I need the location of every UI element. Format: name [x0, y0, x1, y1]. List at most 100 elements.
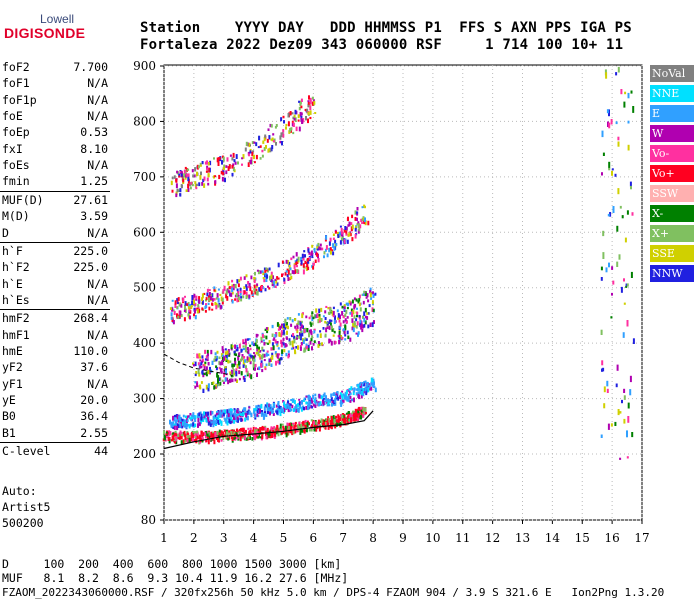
x-trace-point: [227, 415, 230, 420]
third-hop-point: [309, 116, 312, 120]
spread-f-point: [292, 346, 295, 350]
spread-f-point: [287, 325, 289, 330]
interference-point: [610, 119, 613, 125]
second-hop-point: [243, 276, 246, 280]
o-trace-point: [188, 438, 191, 443]
spread-f-point: [343, 306, 346, 309]
second-hop-point: [272, 275, 274, 279]
o-trace-point: [326, 418, 329, 422]
second-hop-point: [248, 294, 251, 299]
o-trace-point: [339, 417, 342, 420]
second-hop-point: [191, 295, 194, 300]
spread-f-point: [286, 330, 288, 335]
x-trace-point: [340, 399, 342, 402]
third-hop-point: [302, 118, 305, 123]
spread-f-point: [284, 343, 287, 348]
spread-f-point: [198, 353, 201, 357]
x-trace-point: [171, 422, 174, 428]
second-hop-point: [236, 298, 239, 303]
third-hop-point: [179, 193, 182, 197]
third-hop-point: [258, 135, 261, 141]
o-trace-point: [299, 430, 302, 435]
spread-f-point: [261, 369, 264, 373]
x-trace-point: [373, 385, 376, 389]
spread-f-point: [251, 341, 254, 345]
o-trace-point: [288, 423, 291, 426]
spread-f-point: [343, 307, 346, 311]
x-trace-point: [181, 418, 184, 423]
o-trace-point: [279, 423, 282, 427]
o-trace-point: [196, 432, 199, 436]
param-row: yF1 N/A: [2, 376, 108, 392]
spread-f-point: [329, 322, 332, 326]
spread-f-point: [351, 318, 354, 323]
o-trace-point: [342, 418, 345, 423]
third-hop-point: [223, 164, 226, 169]
second-hop-point: [326, 253, 329, 258]
second-hop-point: [295, 261, 298, 266]
spread-f-point: [313, 314, 316, 319]
interference-point: [605, 72, 608, 79]
second-hop-point: [265, 267, 268, 271]
o-trace-point: [332, 415, 335, 419]
spread-f-point: [244, 338, 247, 344]
x-trace-point: [172, 421, 175, 424]
spread-f-point: [304, 347, 307, 352]
x-trace-point: [172, 415, 175, 421]
spread-f-point: [214, 386, 217, 389]
x-trace-point: [203, 415, 206, 418]
second-hop-point: [319, 247, 322, 251]
x-trace-point: [348, 388, 351, 391]
second-hop-point: [237, 296, 240, 301]
x-trace-point: [314, 397, 317, 400]
spread-f-point: [338, 319, 341, 323]
second-hop-point: [343, 239, 346, 244]
third-hop-point: [295, 126, 298, 132]
spread-f-point: [237, 355, 240, 361]
spread-f-point: [308, 332, 310, 338]
spread-f-point: [231, 378, 234, 383]
second-hop-point: [339, 225, 342, 228]
second-hop-point: [332, 243, 335, 248]
third-hop-point: [208, 167, 211, 173]
param-value: 27.61: [73, 192, 108, 207]
o-trace-point: [315, 425, 317, 428]
third-hop-point: [225, 165, 228, 168]
param-row: B0 36.4: [2, 408, 108, 424]
o-trace-point: [268, 430, 271, 436]
o-trace-point: [289, 430, 292, 434]
o-trace-point: [209, 438, 212, 441]
spread-f-point: [263, 342, 266, 346]
second-hop-point: [331, 249, 334, 252]
spread-f-point: [367, 324, 370, 329]
x-trace-point: [264, 404, 267, 408]
second-hop-point: [284, 271, 287, 276]
interference-point: [606, 380, 609, 387]
spread-f-point: [207, 369, 210, 375]
third-hop-point: [179, 171, 182, 174]
second-hop-point: [245, 294, 248, 299]
x-trace-point: [331, 403, 333, 407]
second-hop-point: [237, 283, 240, 288]
x-trace-point: [283, 402, 285, 405]
param-name: yF1: [2, 376, 23, 391]
interference-point: [605, 267, 608, 273]
spread-f-point: [311, 311, 314, 314]
x-trace-point: [238, 417, 241, 421]
x-trace-point: [194, 423, 197, 427]
third-hop-point: [304, 108, 307, 111]
spread-f-point: [337, 313, 340, 318]
second-hop-point: [230, 292, 233, 297]
o-trace-point: [179, 430, 182, 435]
x-trace-point: [308, 403, 311, 407]
second-hop-point: [172, 309, 175, 312]
spread-f-point: [325, 305, 328, 308]
third-hop-point: [281, 141, 283, 146]
spread-f-point: [294, 325, 297, 329]
spread-f-point: [252, 367, 255, 371]
param-value: 268.4: [73, 311, 108, 326]
o-trace-point: [172, 434, 175, 437]
o-trace-point: [335, 415, 337, 419]
spread-f-point: [313, 328, 316, 332]
o-trace-point: [212, 433, 215, 438]
